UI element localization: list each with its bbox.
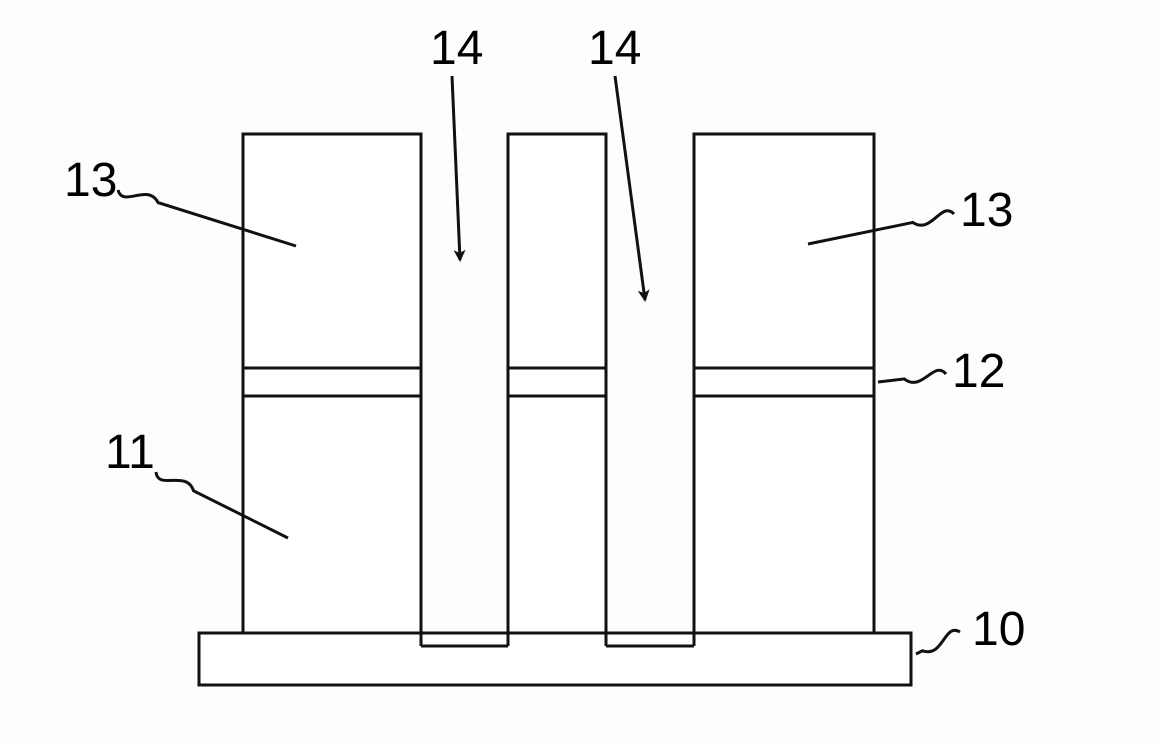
- top-layer-pillar-0: [243, 134, 421, 368]
- cross-section-diagram: 10 11 12 13 13 14 14: [0, 0, 1160, 744]
- top-layer-pillar-1: [508, 134, 606, 368]
- mid-layer-pillar-0: [243, 368, 421, 396]
- layer-stack: [199, 134, 911, 685]
- callout-label-13a: 13: [64, 154, 117, 207]
- top-layer-pillar-2: [694, 134, 874, 368]
- callout-label-13b: 13: [960, 184, 1013, 237]
- callout-label-14a: 14: [430, 22, 483, 75]
- mid-layer-pillar-2: [694, 368, 874, 396]
- callout-label-10: 10: [972, 603, 1025, 656]
- mid-layer-pillar-1: [508, 368, 606, 396]
- callout-label-11: 11: [105, 426, 155, 479]
- lower-layer-pillar-1: [508, 396, 606, 633]
- callout-label-14b: 14: [588, 22, 641, 75]
- leader-arrow-14a: [452, 76, 460, 260]
- lower-layer-pillar-2: [694, 396, 874, 633]
- substrate-layer: [199, 633, 911, 685]
- callout-label-12: 12: [952, 345, 1005, 398]
- lower-layer-pillar-0: [243, 396, 421, 633]
- leader-squiggle-12: [878, 370, 946, 382]
- leader-arrow-14b: [615, 76, 645, 300]
- leader-squiggle-10: [916, 630, 960, 654]
